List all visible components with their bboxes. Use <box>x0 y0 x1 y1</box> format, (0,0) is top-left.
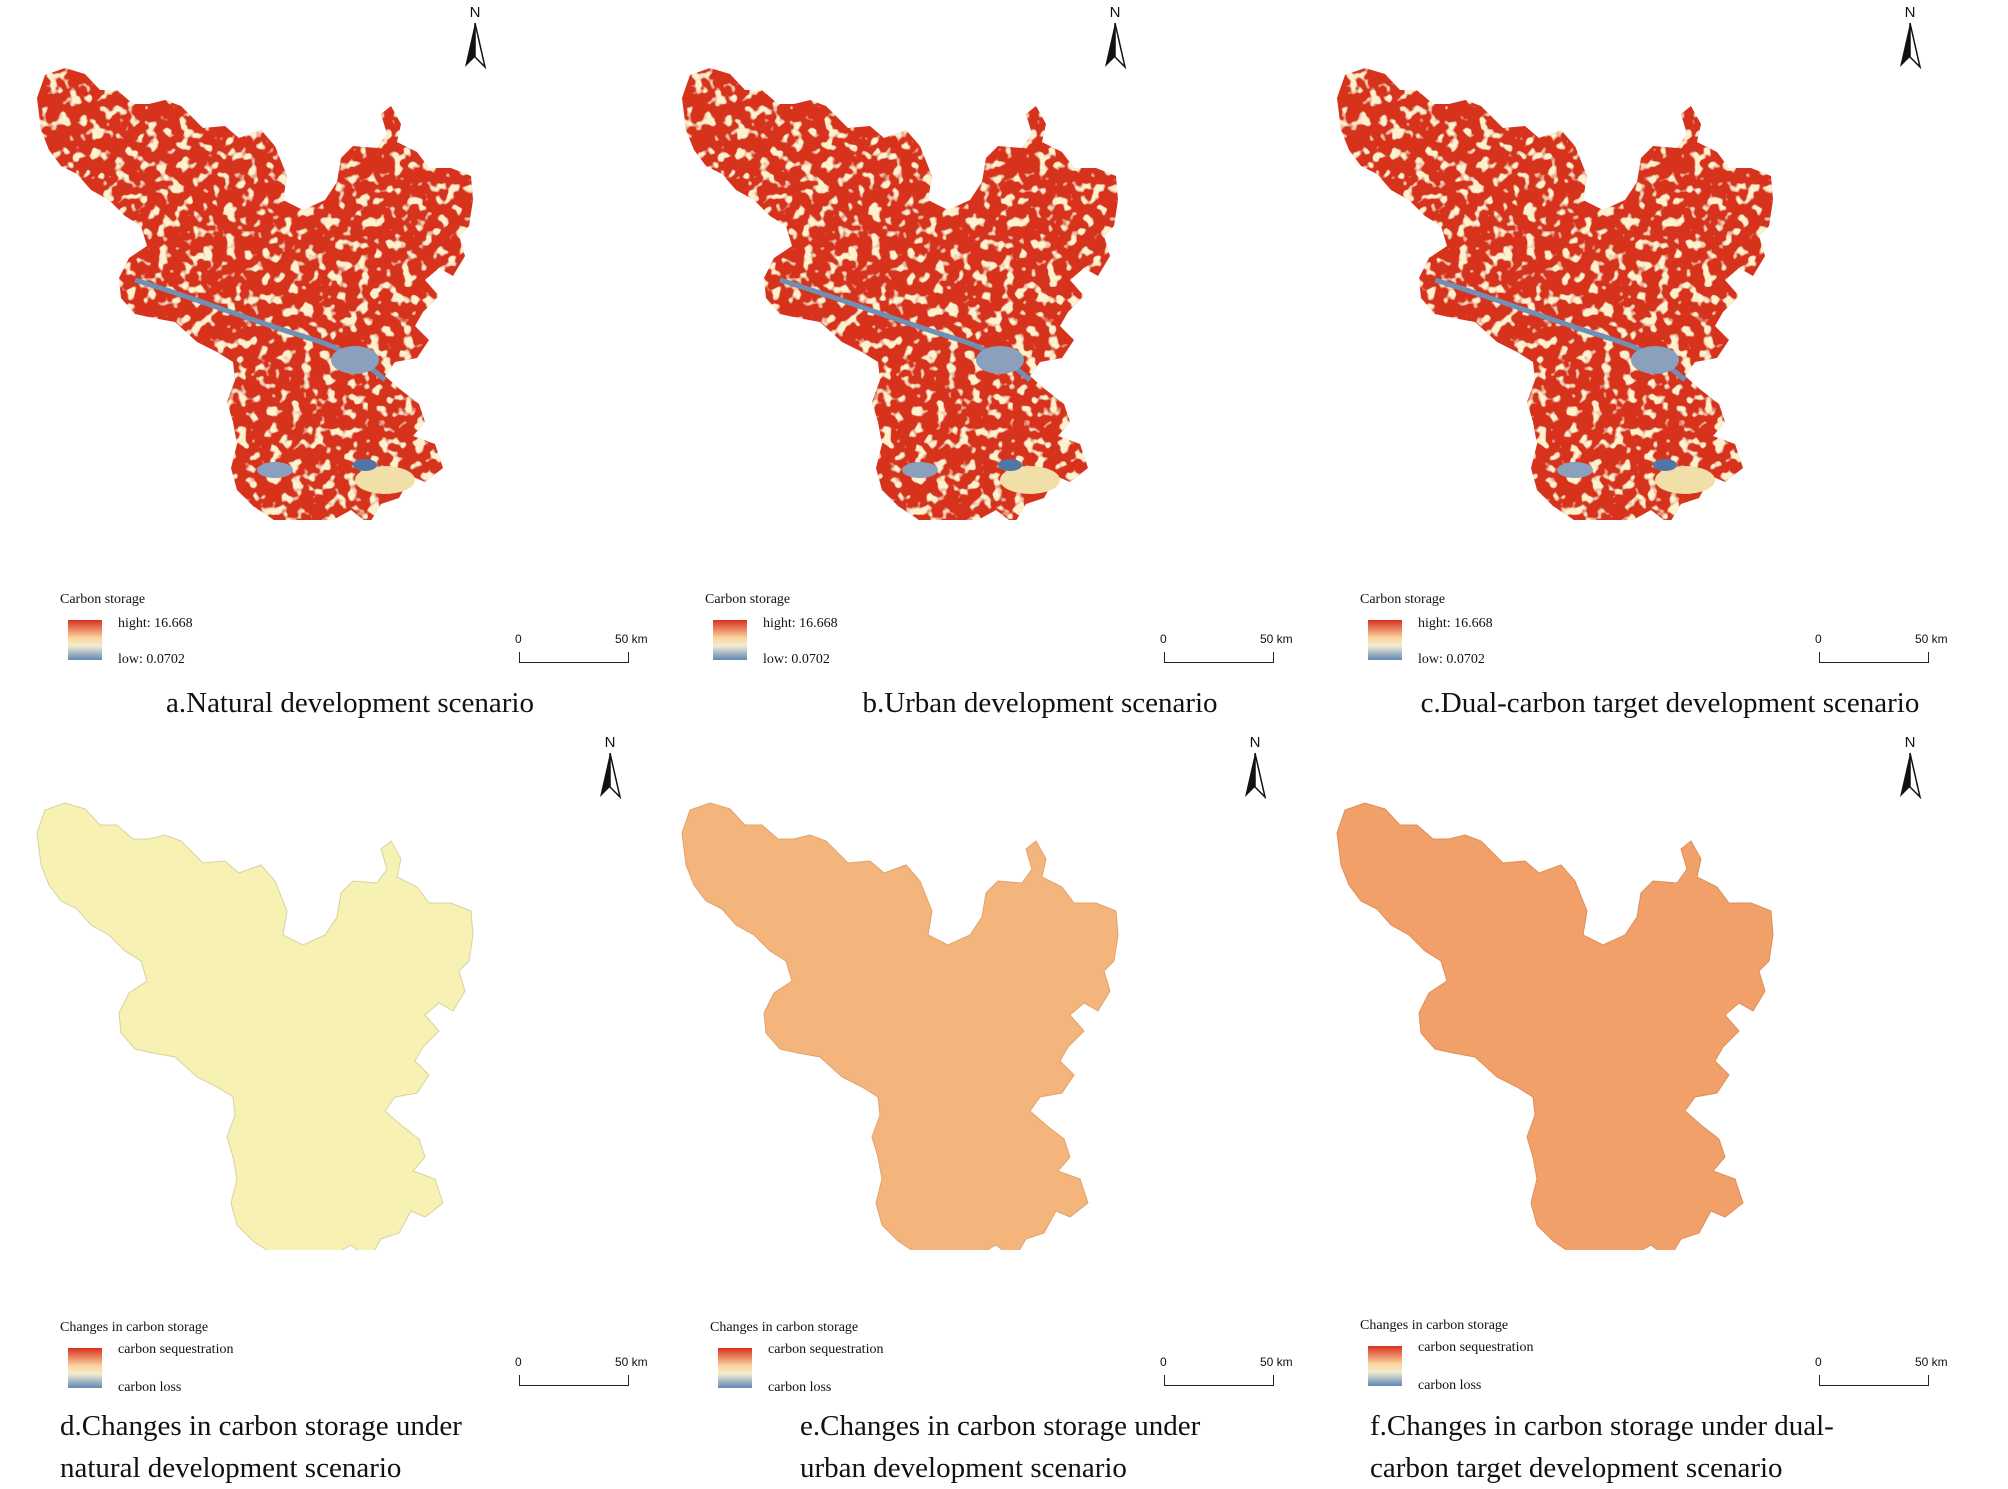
carbon-change-map <box>36 802 474 1250</box>
caption-b: b.Urban development scenario <box>690 682 1390 724</box>
scale-bar: 0 50 km <box>1160 1355 1300 1391</box>
scale-bar: 0 50 km <box>515 632 655 668</box>
legend-color-ramp <box>718 1348 752 1388</box>
carbon-storage-map <box>1337 68 1773 520</box>
north-label: N <box>1904 4 1916 21</box>
legend-low-label: carbon loss <box>1418 1378 1482 1393</box>
caption-d-line1: d.Changes in carbon storage under <box>60 1410 462 1442</box>
caption-e-line2: urban development scenario <box>800 1452 1127 1484</box>
caption-f: f.Changes in carbon storage under dual- … <box>1370 1405 1990 1489</box>
north-arrow: N <box>1890 735 1930 804</box>
legend-high-label: carbon sequestration <box>118 1342 234 1357</box>
north-arrow-icon <box>600 752 622 800</box>
scale-bar: 0 50 km <box>1815 632 1955 668</box>
map-panel-dual-carbon-scenario: N Carbon storage hight: 16.668 low: 0.07… <box>1325 0 1985 720</box>
carbon-change-legend: Changes in carbon storage carbon sequest… <box>710 1320 883 1395</box>
scale-distance: 50 km <box>615 632 648 646</box>
legend-high-label: carbon sequestration <box>1418 1340 1534 1355</box>
scale-distance: 50 km <box>1260 632 1293 646</box>
carbon-change-legend: Changes in carbon storage carbon sequest… <box>60 1320 233 1395</box>
north-arrow: N <box>1235 735 1275 804</box>
carbon-storage-legend: Carbon storage hight: 16.668 low: 0.0702 <box>705 592 838 667</box>
north-arrow: N <box>1890 5 1930 74</box>
caption-f-line2: carbon target development scenario <box>1370 1452 1783 1484</box>
legend-title: Carbon storage <box>705 592 791 607</box>
scale-zero: 0 <box>515 1355 522 1369</box>
scale-zero: 0 <box>515 632 522 646</box>
north-arrow: N <box>590 735 630 804</box>
scale-zero: 0 <box>1160 1355 1167 1369</box>
scale-bar: 0 50 km <box>515 1355 655 1391</box>
legend-title: Carbon storage <box>1360 592 1446 607</box>
caption-d: d.Changes in carbon storage under natura… <box>60 1405 660 1489</box>
carbon-storage-legend: Carbon storage hight: 16.668 low: 0.0702 <box>60 592 193 667</box>
north-arrow-icon <box>465 22 487 70</box>
north-arrow-icon <box>1105 22 1127 70</box>
caption-a: a.Natural development scenario <box>0 682 700 724</box>
legend-high-label: hight: 16.668 <box>118 616 193 631</box>
north-label: N <box>1249 734 1261 751</box>
legend-color-ramp <box>1368 1346 1402 1386</box>
north-arrow-icon <box>1245 752 1267 800</box>
scale-zero: 0 <box>1815 1355 1822 1369</box>
caption-e: e.Changes in carbon storage under urban … <box>800 1405 1400 1489</box>
scale-distance: 50 km <box>1915 632 1948 646</box>
legend-high-label: carbon sequestration <box>768 1342 884 1357</box>
legend-low-label: low: 0.0702 <box>118 652 185 667</box>
scale-distance: 50 km <box>1915 1355 1948 1369</box>
carbon-storage-map <box>682 68 1118 520</box>
legend-low-label: low: 0.0702 <box>1418 652 1485 667</box>
scale-bar: 0 50 km <box>1160 632 1300 668</box>
scale-zero: 0 <box>1815 632 1822 646</box>
caption-a-text: a.Natural development scenario <box>166 687 534 719</box>
map-panel-urban-change: N Changes in carbon storage carbon seque… <box>670 730 1330 1450</box>
legend-low-label: low: 0.0702 <box>763 652 830 667</box>
carbon-storage-legend: Carbon storage hight: 16.668 low: 0.0702 <box>1360 592 1493 667</box>
legend-low-label: carbon loss <box>118 1380 182 1395</box>
map-panel-natural-scenario: N Carbon storage hight: 16.668 low: 0.07… <box>25 0 685 720</box>
legend-low-label: carbon loss <box>768 1380 832 1395</box>
legend-high-label: hight: 16.668 <box>1418 616 1493 631</box>
caption-c-text: c.Dual-carbon target development scenari… <box>1420 687 1920 719</box>
carbon-change-map <box>681 802 1119 1250</box>
caption-d-line2: natural development scenario <box>60 1452 402 1484</box>
north-label: N <box>604 734 616 751</box>
carbon-change-legend: Changes in carbon storage carbon sequest… <box>1360 1318 1533 1393</box>
scale-distance: 50 km <box>615 1355 648 1369</box>
scale-zero: 0 <box>1160 632 1167 646</box>
north-arrow-icon <box>1900 22 1922 70</box>
legend-title: Carbon storage <box>60 592 146 607</box>
legend-color-ramp <box>68 620 102 660</box>
scale-bar: 0 50 km <box>1815 1355 1955 1391</box>
legend-color-ramp <box>68 1348 102 1388</box>
legend-title: Changes in carbon storage <box>710 1320 859 1335</box>
map-panel-urban-scenario: N Carbon storage hight: 16.668 low: 0.07… <box>670 0 1330 720</box>
map-panel-natural-change: N Changes in carbon storage carbon seque… <box>25 730 685 1450</box>
north-label: N <box>1904 734 1916 751</box>
north-label: N <box>1109 4 1121 21</box>
legend-title: Changes in carbon storage <box>1360 1318 1509 1333</box>
north-arrow: N <box>1095 5 1135 74</box>
carbon-change-map <box>1336 802 1774 1250</box>
scale-distance: 50 km <box>1260 1355 1293 1369</box>
caption-e-line1: e.Changes in carbon storage under <box>800 1410 1201 1442</box>
legend-high-label: hight: 16.668 <box>763 616 838 631</box>
legend-color-ramp <box>1368 620 1402 660</box>
north-arrow: N <box>455 5 495 74</box>
north-arrow-icon <box>1900 752 1922 800</box>
map-panel-dual-carbon-change: N Changes in carbon storage carbon seque… <box>1325 730 1985 1450</box>
caption-b-text: b.Urban development scenario <box>862 687 1218 719</box>
legend-color-ramp <box>713 620 747 660</box>
carbon-storage-map <box>37 68 473 520</box>
legend-title: Changes in carbon storage <box>60 1320 209 1335</box>
caption-f-line1: f.Changes in carbon storage under dual- <box>1370 1410 1834 1442</box>
caption-c: c.Dual-carbon target development scenari… <box>1335 682 2005 724</box>
north-label: N <box>469 4 481 21</box>
